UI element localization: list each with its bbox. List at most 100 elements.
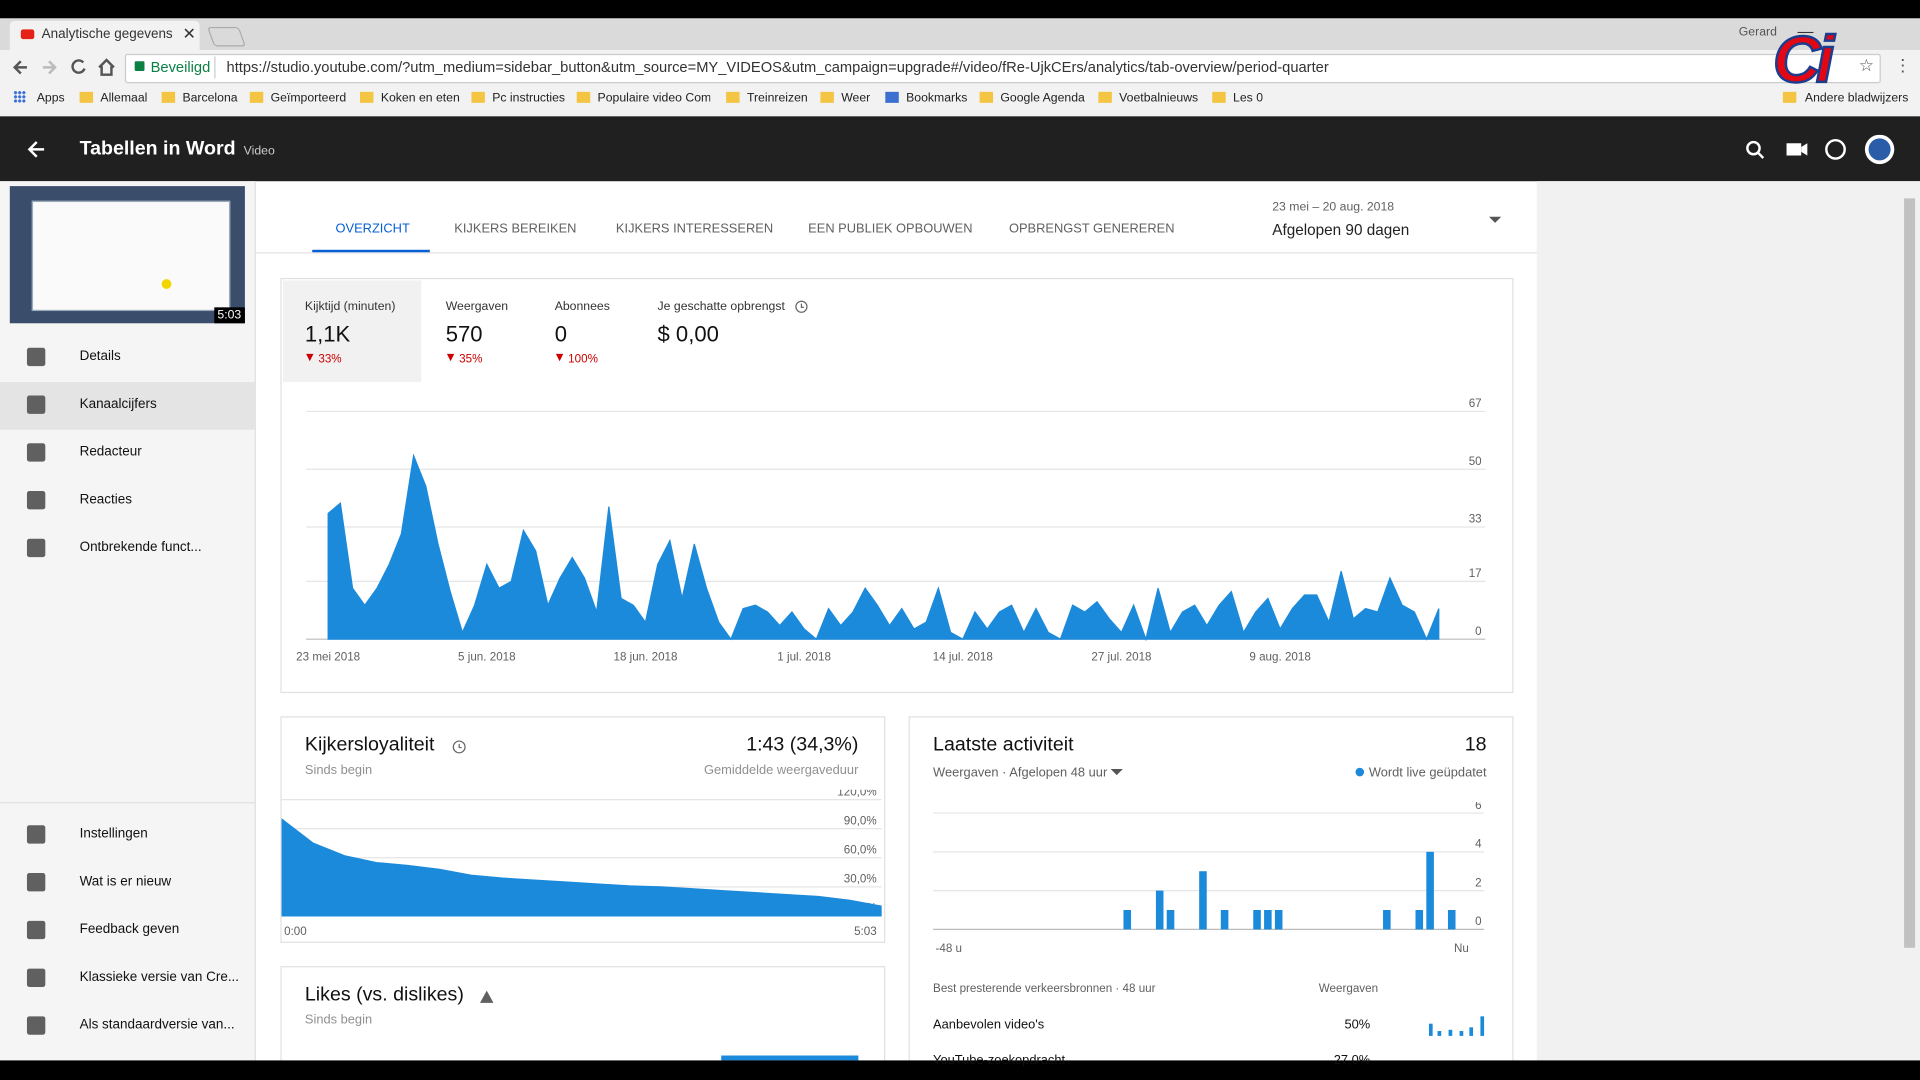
app-header: [0, 116, 1920, 182]
menu-icon[interactable]: ⋮: [1894, 55, 1912, 75]
help-icon[interactable]: [1825, 138, 1846, 160]
source-name: YouTube-zoekopdracht: [933, 1053, 1066, 1068]
nav-item[interactable]: Instellingen: [79, 826, 148, 842]
analytics-tab[interactable]: OVERZICHT: [335, 221, 410, 237]
bookmark[interactable]: Les 0: [1233, 91, 1264, 106]
tab-strip: [0, 18, 1920, 51]
x-tick-label: 14 jul. 2018: [933, 651, 993, 664]
back-arrow[interactable]: [24, 137, 48, 161]
views-chart: 0 17 33 50 67 23 mei 2018 5 jun. 2018 18 jun. 2…: [296, 397, 1486, 664]
scrollbar-thumb[interactable]: [1904, 198, 1916, 948]
nav-item[interactable]: Redacteur: [79, 444, 142, 460]
selected-metric-bg: [282, 280, 422, 383]
bookmark[interactable]: Bookmarks: [906, 91, 968, 106]
sparkline: [1459, 1031, 1464, 1036]
bookmark[interactable]: Barcelona: [182, 91, 238, 106]
video-thumbnail[interactable]: 5:03: [9, 186, 245, 324]
nav-icon: [26, 443, 46, 462]
folder-icon: [1782, 91, 1797, 103]
metric-change: 100%: [568, 352, 598, 367]
y-tick-label: 4: [1475, 838, 1482, 851]
camera-icon[interactable]: [1786, 143, 1802, 156]
bookmark[interactable]: Koken en eten: [380, 91, 460, 106]
sidebar-divider: [0, 802, 255, 804]
y-tick-label: 67: [1469, 397, 1482, 410]
analytics-tab[interactable]: EEN PUBLIEK OPBOUWEN: [808, 221, 973, 237]
area: [327, 453, 1440, 642]
activity-filter[interactable]: Weergaven · Afgelopen 48 uur: [933, 765, 1108, 781]
nav-item[interactable]: Kanaalcijfers: [79, 396, 157, 412]
bookmark[interactable]: Pc instructies: [492, 91, 566, 106]
x-tick-label: 1 jul. 2018: [777, 651, 831, 664]
bookmark[interactable]: Voetbalnieuws: [1119, 91, 1199, 106]
omnibox[interactable]: [124, 53, 1881, 84]
filter-dropdown[interactable]: [1110, 768, 1123, 776]
nav-icon: [26, 491, 46, 510]
bookmark[interactable]: Google Agenda: [1000, 91, 1085, 106]
search-icon[interactable]: [1746, 140, 1761, 156]
nav-icon: [26, 873, 46, 892]
activity-chart: 0 2 4 6 -48 u Nu: [933, 802, 1485, 955]
watermark-logo: Ci: [1772, 23, 1836, 97]
nav-icon: [26, 1016, 46, 1035]
bookmark[interactable]: Geïmporteerd: [270, 91, 347, 106]
home-button[interactable]: [98, 58, 115, 76]
analytics-tab[interactable]: OPBRENGST GENEREREN: [1008, 221, 1175, 237]
y-tick-label: 2: [1475, 876, 1481, 889]
folder-icon: [576, 91, 591, 103]
sparkline: [1448, 1029, 1453, 1036]
x-tick-label: 27 jul. 2018: [1091, 651, 1151, 664]
nav-item[interactable]: Feedback geven: [79, 922, 180, 937]
bookmark[interactable]: Treinreizen: [746, 91, 808, 106]
y-tick-label: 17: [1469, 567, 1482, 580]
folder-icon: [161, 91, 176, 103]
y-tick-label: 120,0%: [837, 790, 876, 799]
nav-item[interactable]: Ontbrekende funct...: [79, 540, 202, 555]
reload-button[interactable]: [71, 59, 86, 74]
url[interactable]: https://studio.youtube.com/?utm_medium=s…: [226, 58, 1329, 76]
bookmark[interactable]: Allemaal: [100, 91, 148, 106]
sparkline: [1437, 1031, 1442, 1036]
analytics-tab[interactable]: KIJKERS BEREIKEN: [454, 221, 577, 237]
nav-item[interactable]: Reacties: [79, 492, 132, 507]
metric-value: 570: [445, 322, 483, 347]
nav-icon: [26, 347, 46, 367]
thumbnail-cursor: [161, 279, 172, 289]
nav-item[interactable]: Wat is er nieuw: [79, 874, 172, 889]
likes-title: Likes (vs. dislikes): [304, 984, 464, 1006]
x-tick-label: 0:00: [284, 925, 307, 938]
other-bookmarks[interactable]: Andere bladwijzers: [1804, 91, 1909, 106]
back-button[interactable]: [12, 60, 27, 75]
new-tab[interactable]: [207, 26, 247, 47]
down-arrow-shape: [306, 353, 314, 362]
tab-close[interactable]: ✕: [182, 24, 196, 43]
warning-icon: [480, 990, 494, 1003]
analytics-tab[interactable]: KIJKERS INTERESSEREN: [615, 221, 774, 237]
tab-title: Analytische gegevens ov: [41, 26, 177, 42]
bookmark[interactable]: Populaire video Com: [597, 91, 711, 106]
window-controls[interactable]: —: [1797, 22, 1814, 41]
forward-button[interactable]: [42, 60, 57, 75]
nav-buttons[interactable]: [10, 55, 120, 79]
nav-item[interactable]: Details: [79, 348, 121, 364]
activity-title: Laatste activiteit: [933, 734, 1074, 756]
metric-value: $ 0,00: [657, 322, 719, 347]
activity-total: 18: [1464, 734, 1487, 756]
bookmark[interactable]: Apps: [36, 91, 65, 106]
browser-tab[interactable]: Analytische gegevens ov ✕: [9, 20, 200, 51]
star-icon[interactable]: ☆: [1858, 55, 1875, 75]
active-tab-indicator: [312, 249, 430, 253]
nav-item[interactable]: Als standaardversie van...: [79, 1017, 235, 1033]
thumbnail-document: [31, 200, 231, 312]
bar: [1264, 910, 1272, 930]
tab-divider: [255, 252, 1537, 254]
search-icon-handle: [1757, 152, 1765, 159]
bookmark[interactable]: Weer: [841, 91, 871, 106]
folder-icon: [1098, 91, 1112, 103]
nav-item[interactable]: Klassieke versie van Cre...: [79, 969, 240, 985]
y-tick-label: 60,0%: [844, 843, 877, 856]
date-range-label[interactable]: Afgelopen 90 dagen: [1272, 221, 1410, 239]
date-dropdown[interactable]: [1488, 216, 1503, 226]
